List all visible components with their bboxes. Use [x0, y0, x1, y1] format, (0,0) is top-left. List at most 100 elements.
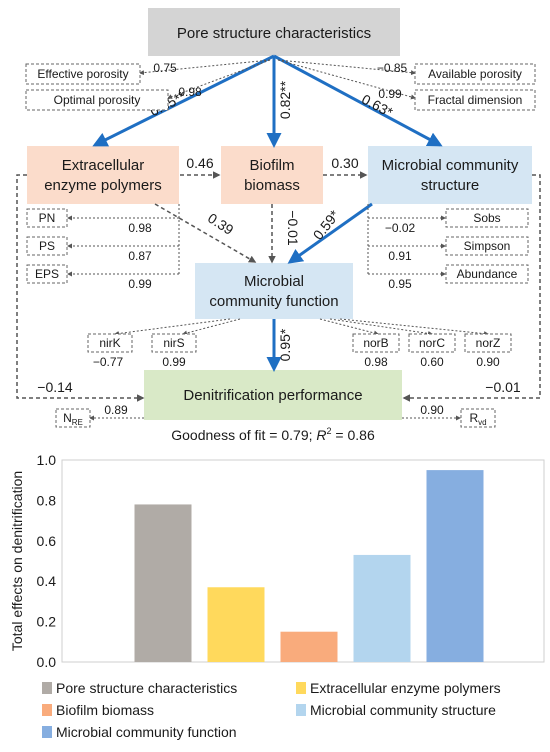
legend-label-1: Extracellular enzyme polymers [310, 680, 501, 696]
ind-label-norb: norB [363, 336, 388, 350]
ind-box-abundance [445, 264, 529, 284]
ind-box-simpson [445, 236, 529, 256]
node-denit-box [144, 370, 402, 420]
ind-label-rvd: Rvd [469, 411, 486, 427]
node-mcf-box [195, 263, 353, 319]
legend-label-0: Pore structure characteristics [56, 680, 237, 696]
legend-swatch-3 [296, 704, 306, 716]
ind-box-ps [26, 236, 68, 256]
ind-coef-optimal: 0.98 [178, 85, 202, 99]
ind-coef-eps: 0.99 [128, 277, 152, 291]
ind-coef-abundance: 0.95 [388, 277, 412, 291]
y-tick-label: 0.6 [37, 533, 57, 549]
node-mcf-label-1: Microbial [244, 273, 304, 290]
node-pore-label: Pore structure characteristics [177, 25, 371, 42]
ind-label-nre: NRE [63, 411, 83, 427]
coef-eep-biofilm: 0.46 [186, 155, 213, 171]
ind-line-norb [319, 318, 379, 336]
node-mcs-label-1: Microbial community [382, 157, 519, 174]
bar-4 [426, 470, 484, 662]
ind-line-nirs [182, 318, 241, 336]
ind-line-effective [139, 59, 271, 76]
ind-label-available: Available porosity [428, 67, 522, 81]
coef-pore-biofilm: 0.82** [277, 80, 293, 119]
node-mcf-label-2: community function [209, 293, 338, 310]
path-eep-mcf [154, 203, 257, 263]
ind-line-nirk [114, 318, 231, 336]
ind-coef-nirs: 0.99 [162, 355, 186, 369]
y-tick-label: 0.8 [37, 492, 57, 508]
ind-label-effective: Effective porosity [37, 67, 128, 81]
bar-1 [207, 587, 265, 662]
ind-coef-available: −0.85 [377, 61, 408, 75]
ind-coef-norc: 0.60 [420, 355, 444, 369]
path-mcs-denit [402, 174, 541, 402]
coef-eep-denit: −0.14 [37, 379, 73, 395]
ind-coef-sobs: −0.02 [385, 221, 416, 235]
coef-eep-mcf: 0.39 [205, 210, 237, 238]
ind-box-norz [464, 333, 512, 353]
ind-line-norz [339, 318, 489, 337]
node-biofilm-box [221, 146, 323, 204]
coef-mcs-denit: −0.01 [485, 379, 521, 395]
legend-swatch-2 [42, 704, 52, 716]
ind-box-nirs [151, 333, 197, 353]
path-eep-denit [16, 174, 145, 402]
ind-box-norc [408, 333, 456, 353]
path-pore-eep [92, 54, 275, 147]
bars [134, 470, 484, 662]
ind-coef-norz: 0.90 [476, 355, 500, 369]
ind-label-pn: PN [39, 211, 56, 225]
ind-label-eps: EPS [35, 267, 59, 281]
coef-mcs-mcf: 0.59* [310, 207, 343, 243]
chart-legend: Pore structure characteristics Extracellu… [42, 680, 501, 740]
ind-label-norc: norC [419, 336, 445, 350]
path-pore-mcs [273, 54, 443, 147]
ind-coef-nre: 0.89 [104, 403, 128, 417]
y-axis-label: Total effects on denitrification [9, 471, 25, 651]
bar-3 [353, 554, 411, 662]
y-axis-ticks: 0.0 0.2 0.4 0.6 0.8 1.0 [37, 452, 57, 670]
ind-box-effective [25, 63, 141, 85]
legend-label-3: Microbial community structure [310, 702, 496, 718]
ind-coef-rvd: 0.90 [420, 403, 444, 417]
legend-label-2: Biofilm biomass [56, 702, 154, 718]
y-tick-label: 0.0 [37, 654, 57, 670]
ind-box-eps [26, 264, 68, 284]
node-biofilm-label-1: Biofilm [249, 157, 294, 174]
y-tick-label: 1.0 [37, 452, 57, 468]
ind-box-fractal [414, 89, 536, 111]
ind-box-norb [352, 333, 400, 353]
ind-line-norc [329, 318, 433, 336]
ind-label-nirs: nirS [163, 336, 184, 350]
ind-box-nirk [87, 333, 133, 353]
coef-biofilm-mcf: −0.01 [285, 210, 301, 246]
coef-biofilm-mcs: 0.30 [331, 155, 358, 171]
ind-coef-norb: 0.98 [364, 355, 388, 369]
node-biofilm-label-2: biomass [244, 177, 300, 194]
node-denit-label: Denitrification performance [183, 387, 362, 404]
ind-label-norz: norZ [476, 336, 501, 350]
ind-box-optimal [25, 89, 169, 111]
ind-label-sobs: Sobs [473, 211, 500, 225]
total-effects-chart: 0.0 0.2 0.4 0.6 0.8 1.0 Total effects on deni… [9, 452, 545, 670]
ind-label-fractal: Fractal dimension [428, 93, 523, 107]
node-eep-box [27, 146, 179, 204]
path-mcs-mcf [287, 202, 373, 264]
ind-label-abundance: Abundance [457, 267, 518, 281]
ind-label-nirk: nirK [99, 336, 120, 350]
coef-mcf-denit: 0.95* [277, 328, 293, 361]
ind-coef-pn: 0.98 [128, 221, 152, 235]
y-tick-label: 0.4 [37, 573, 57, 589]
y-tick-label: 0.2 [37, 614, 57, 630]
ind-box-sobs [445, 208, 529, 228]
bar-0 [134, 504, 192, 662]
node-pore-box [148, 8, 400, 56]
ind-box-available [414, 63, 536, 85]
legend-swatch-1 [296, 682, 306, 694]
ind-coef-nirk: −0.77 [93, 355, 124, 369]
node-mcs-box [368, 146, 532, 204]
ind-coef-effective: 0.75 [153, 61, 177, 75]
